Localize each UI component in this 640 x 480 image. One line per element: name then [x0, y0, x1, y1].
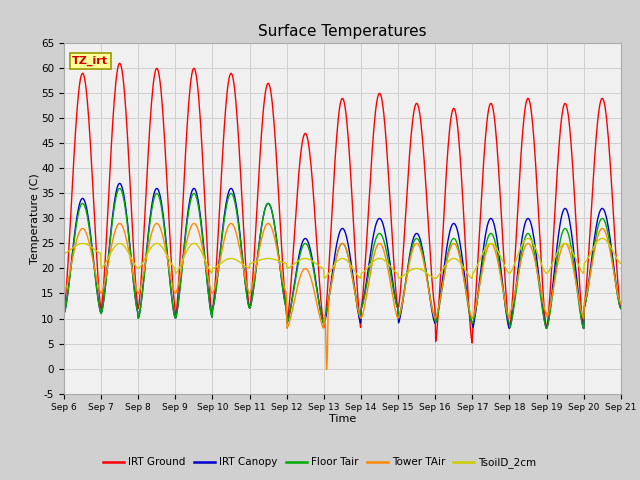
X-axis label: Time: Time: [329, 414, 356, 424]
Legend: IRT Ground, IRT Canopy, Floor Tair, Tower TAir, TsoilD_2cm: IRT Ground, IRT Canopy, Floor Tair, Towe…: [99, 453, 541, 472]
Y-axis label: Temperature (C): Temperature (C): [29, 173, 40, 264]
Title: Surface Temperatures: Surface Temperatures: [258, 24, 427, 39]
Text: TZ_irt: TZ_irt: [72, 56, 108, 66]
